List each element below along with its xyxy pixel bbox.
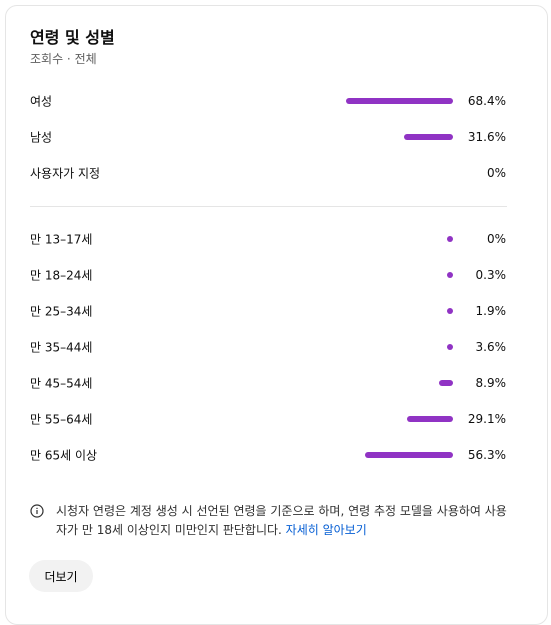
bar (403, 134, 453, 140)
row-value: 68.4% (467, 94, 506, 108)
row-value: 29.1% (467, 412, 506, 426)
bar (447, 236, 453, 242)
note-text: 시청자 연령은 계정 생성 시 선언된 연령을 기준으로 하며, 연령 추정 모… (56, 504, 507, 537)
row-label: 만 55–64세 (30, 412, 93, 427)
row-value: 0% (486, 166, 506, 180)
bar (364, 452, 453, 458)
row-label: 사용자가 지정 (30, 166, 101, 181)
bar (345, 98, 453, 104)
card-title: 연령 및 성별 (30, 28, 115, 47)
note: 시청자 연령은 계정 생성 시 선언된 연령을 기준으로 하며, 연령 추정 모… (56, 502, 512, 540)
page: 연령 및 성별 조회수 · 전체 시청자 연령은 계정 생성 시 선언된 연령을… (5, 5, 548, 625)
bar (447, 272, 453, 278)
bar (447, 344, 453, 350)
row-value: 0.3% (475, 268, 507, 282)
row-value: 1.9% (475, 304, 507, 318)
row-value: 8.9% (475, 376, 507, 390)
bar (447, 308, 453, 314)
row-label: 만 18–24세 (30, 268, 93, 283)
card-subtitle: 조회수 · 전체 (30, 52, 97, 66)
row-value: 31.6% (467, 130, 506, 144)
row-label: 만 25–34세 (30, 304, 93, 319)
bar (407, 416, 453, 422)
more-button[interactable]: 더보기 (29, 560, 93, 592)
learn-more-link[interactable]: 자세히 알아보기 (285, 523, 367, 537)
divider (30, 206, 507, 207)
row-label: 만 65세 이상 (30, 448, 98, 463)
info-icon (30, 504, 44, 518)
row-label: 만 35–44세 (30, 340, 93, 355)
row-value: 3.6% (475, 340, 507, 354)
row-label: 남성 (30, 130, 53, 145)
row-label: 만 45–54세 (30, 376, 93, 391)
row-value: 0% (486, 232, 506, 246)
bar (439, 380, 453, 386)
row-label: 만 13–17세 (30, 232, 93, 247)
row-value: 56.3% (467, 448, 506, 462)
row-label: 여성 (30, 94, 53, 109)
